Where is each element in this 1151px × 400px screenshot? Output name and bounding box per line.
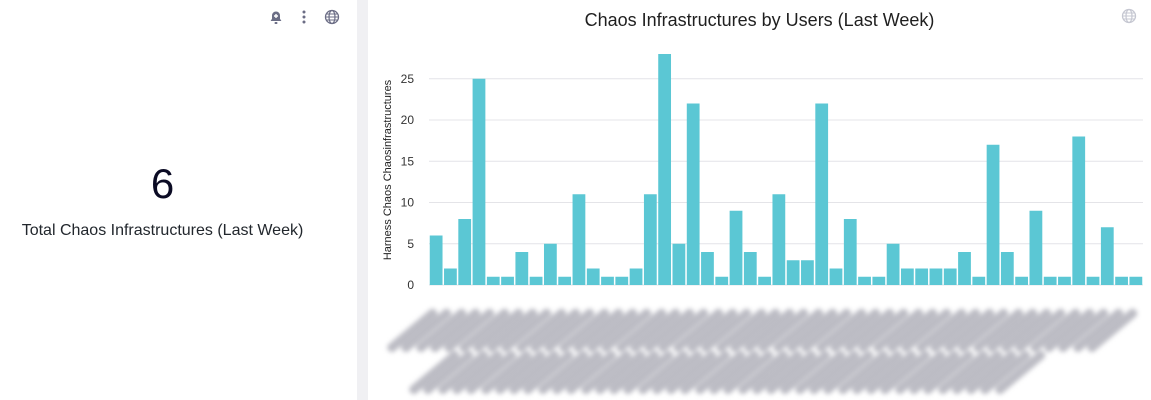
bar[interactable] [429,235,443,286]
y-tick-label: 0 [407,278,414,292]
y-axis-label: Harness Chaos Chaosinfrastructures [382,79,394,260]
bar[interactable] [501,276,514,285]
bar[interactable] [1000,252,1014,285]
y-tick-label: 25 [401,72,415,86]
kebab-menu-icon[interactable] [295,8,313,26]
bar[interactable] [972,276,986,285]
bar[interactable] [815,103,829,286]
bar[interactable] [1015,276,1029,285]
kpi-label: Total Chaos Infrastructures (Last Week) [21,222,304,239]
bar[interactable] [772,194,786,285]
panel-divider[interactable] [357,0,368,400]
bar[interactable] [1029,210,1043,285]
bar[interactable] [586,268,600,286]
bar[interactable] [472,78,486,285]
bar[interactable] [558,276,572,285]
bar[interactable] [929,268,943,286]
bar[interactable] [529,276,543,285]
x-axis-labels-obscured [372,300,1151,396]
kpi-panel: 6 Total Chaos Infrastructures (Last Week… [0,0,357,400]
bar[interactable] [1058,276,1071,285]
kpi-value: 6 [150,160,175,207]
panel-toolbar [267,8,341,26]
bar[interactable] [858,276,871,285]
bar[interactable] [486,276,500,285]
bar[interactable] [829,268,843,286]
bar[interactable] [743,252,757,285]
bar[interactable] [629,268,643,286]
globe-icon[interactable] [1121,8,1139,26]
bar[interactable] [1043,276,1057,285]
bar[interactable] [601,276,614,285]
bar[interactable] [444,268,457,286]
bar[interactable] [643,194,657,285]
bar[interactable] [615,276,629,285]
y-tick-label: 15 [401,154,415,168]
bar[interactable] [1072,136,1086,286]
y-tick-label: 5 [407,237,414,251]
bar[interactable] [672,243,686,285]
bar[interactable] [1115,276,1128,285]
bar[interactable] [543,243,557,285]
bar[interactable] [658,54,672,285]
bar[interactable] [915,268,929,286]
bar[interactable] [458,219,472,285]
bell-plus-icon[interactable] [267,8,285,26]
bar[interactable] [701,252,714,285]
bar[interactable] [686,103,700,286]
bar[interactable] [1129,276,1143,285]
bar[interactable] [986,144,1000,285]
bar[interactable] [786,260,800,285]
bar[interactable] [801,260,814,285]
bar[interactable] [1100,227,1114,285]
bar[interactable] [572,194,586,285]
bar[interactable] [729,210,743,285]
bar[interactable] [715,276,729,285]
bar[interactable] [886,243,900,285]
bar[interactable] [758,276,771,285]
y-tick-label: 10 [401,196,415,210]
chart-title: Chaos Infrastructures by Users (Last Wee… [584,10,935,30]
bar[interactable] [843,219,857,285]
bar[interactable] [515,252,529,285]
bar[interactable] [1086,276,1100,285]
bar[interactable] [900,268,914,286]
globe-icon[interactable] [323,8,341,26]
y-tick-label: 20 [401,113,415,127]
bar[interactable] [958,252,971,285]
bar[interactable] [943,268,957,286]
bar[interactable] [872,276,886,285]
